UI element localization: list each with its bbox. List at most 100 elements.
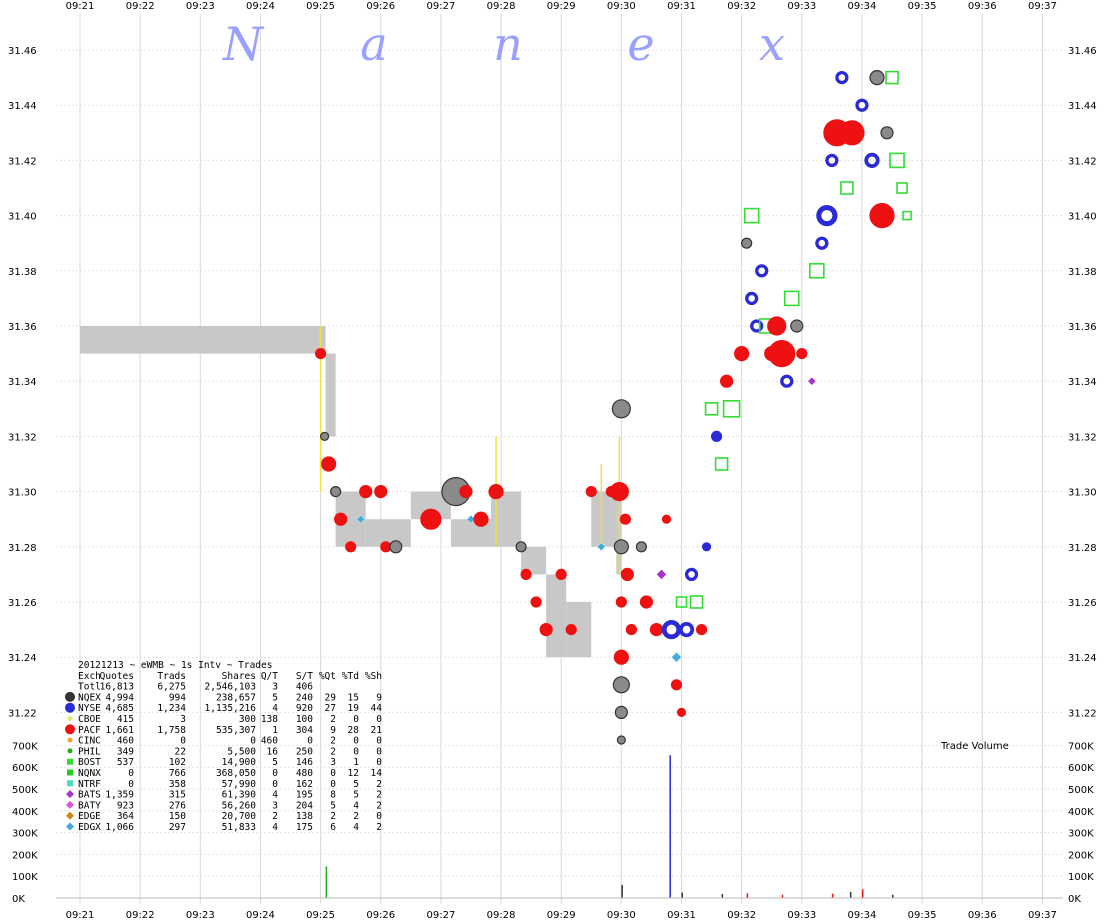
trade-marker-bost bbox=[783, 290, 800, 307]
trade-marker-pacf bbox=[695, 623, 708, 636]
vol-tick-left-300K: 300K bbox=[12, 829, 38, 840]
summary-cell-pacf-4: 1 bbox=[272, 725, 278, 736]
summary-cell-pacf-3: 535,307 bbox=[216, 725, 256, 736]
y-tick-left-31.42: 31.42 bbox=[8, 156, 37, 167]
trade-marker-pacf bbox=[767, 316, 787, 336]
y-tick-right-31.22: 31.22 bbox=[1068, 708, 1097, 719]
axes: 09:21 09:21 09:22 09:22 09:23 09:23 09:24 09:24… bbox=[8, 1, 1097, 921]
x-tick-bottom-09:29: 09:29 bbox=[547, 910, 576, 921]
y-tick-left-31.30: 31.30 bbox=[8, 488, 37, 499]
trade-marker-nyse-inner bbox=[753, 322, 760, 330]
y-tick-left-31.26: 31.26 bbox=[8, 598, 37, 609]
trade-marker-pacf bbox=[539, 622, 553, 637]
vol-tick-left-400K: 400K bbox=[12, 807, 38, 818]
grid bbox=[56, 14, 1063, 904]
summary-cell-nqex-2: 994 bbox=[169, 692, 186, 703]
x-tick-top-09:36: 09:36 bbox=[968, 1, 997, 12]
summary-cell-nyse-0: NYSE bbox=[78, 703, 101, 714]
summary-cell-nqnx-2: 766 bbox=[169, 768, 186, 779]
summary-cell-pacf-0: PACF bbox=[78, 725, 101, 736]
summary-cell-ntrf-5: 162 bbox=[296, 779, 313, 790]
trade-marker-nyse-inner bbox=[821, 210, 833, 222]
trade-marker-pacf bbox=[676, 707, 687, 718]
x-tick-bottom-09:33: 09:33 bbox=[787, 910, 816, 921]
summary-cell-cinc-0: CINC bbox=[78, 736, 101, 747]
x-tick-top-09:29: 09:29 bbox=[547, 1, 576, 12]
trade-marker-bats bbox=[807, 376, 817, 386]
trade-marker-nqex bbox=[869, 69, 885, 86]
y-tick-left-31.40: 31.40 bbox=[8, 212, 37, 223]
trade-marker-pacf bbox=[615, 596, 627, 608]
x-tick-top-09:22: 09:22 bbox=[126, 1, 155, 12]
summary-header-shares: Shares bbox=[222, 671, 256, 682]
summary-cell-phil-7: 0 bbox=[353, 746, 359, 757]
x-tick-top-09:31: 09:31 bbox=[667, 1, 696, 12]
watermark-letter-0: N bbox=[222, 17, 265, 71]
summary-cell-cinc-3: 0 bbox=[250, 736, 256, 747]
x-tick-top-09:35: 09:35 bbox=[908, 1, 937, 12]
trade-marker-nqex bbox=[330, 486, 342, 498]
summary-cell-cboe-2: 3 bbox=[180, 714, 186, 725]
vol-tick-right-700K: 700K bbox=[1068, 741, 1094, 752]
trade-marker-bost bbox=[840, 181, 854, 195]
y-tick-left-31.34: 31.34 bbox=[8, 377, 37, 388]
summary-cell-ntrf-6: 0 bbox=[330, 779, 336, 790]
summary-marker-phil bbox=[67, 748, 73, 754]
trade-marker-nqex bbox=[515, 541, 527, 553]
summary-cell-phil-2: 22 bbox=[175, 746, 186, 757]
summary-title: 20121213 ~ eWMB ~ 1s Intv ~ Trades bbox=[78, 660, 272, 671]
trade-marker-pacf bbox=[565, 623, 577, 636]
trade-marker-edgx bbox=[596, 542, 606, 552]
summary-cell-phil-0: PHIL bbox=[78, 746, 101, 757]
volume-bar-nyse bbox=[669, 755, 671, 898]
summary-cell-cboe-8: 0 bbox=[376, 714, 382, 725]
volume-bar-nqex bbox=[621, 884, 623, 898]
trade-marker-nyse-inner bbox=[858, 101, 866, 109]
trade-marker-pacf bbox=[585, 486, 597, 498]
x-tick-bottom-09:30: 09:30 bbox=[607, 910, 636, 921]
y-tick-left-31.22: 31.22 bbox=[8, 708, 37, 719]
volume-label: Trade Volume bbox=[940, 741, 1009, 752]
trade-marker-nyse-inner bbox=[868, 156, 876, 165]
volume-bar-pacf bbox=[781, 894, 784, 898]
summary-marker-bost bbox=[67, 758, 73, 765]
y-tick-right-31.40: 31.40 bbox=[1068, 212, 1097, 223]
trade-marker-nyse-inner bbox=[783, 377, 791, 385]
summary-cell-bost-0: BOST bbox=[78, 757, 101, 768]
vol-tick-right-200K: 200K bbox=[1068, 850, 1094, 861]
y-tick-left-31.44: 31.44 bbox=[8, 101, 37, 112]
volume-bars bbox=[56, 755, 1063, 899]
trade-marker-pacf bbox=[609, 482, 629, 502]
summary-cell-bats-3: 61,390 bbox=[222, 790, 257, 801]
summary-marker-cinc bbox=[67, 737, 73, 743]
quote-band-segment bbox=[546, 574, 567, 658]
y-tick-left-31.38: 31.38 bbox=[8, 267, 37, 278]
x-tick-top-09:28: 09:28 bbox=[487, 1, 516, 12]
y-tick-right-31.38: 31.38 bbox=[1068, 267, 1097, 278]
summary-cell-phil-3: 5,500 bbox=[227, 746, 256, 757]
trade-marker-pacf bbox=[359, 485, 373, 499]
x-tick-top-09:37: 09:37 bbox=[1028, 1, 1057, 12]
y-tick-right-31.30: 31.30 bbox=[1068, 488, 1097, 499]
trade-marker-nyse-inner bbox=[682, 625, 691, 634]
summary-header-quotes: Quotes bbox=[100, 671, 134, 682]
summary-cell-totl-0: Totl bbox=[78, 682, 101, 693]
y-tick-left-31.32: 31.32 bbox=[8, 432, 37, 443]
vol-tick-right-400K: 400K bbox=[1068, 807, 1094, 818]
x-tick-bottom-09:36: 09:36 bbox=[968, 910, 997, 921]
summary-cell-nqex-0: NQEX bbox=[78, 692, 101, 703]
trade-marker-pacf bbox=[670, 679, 683, 691]
trade-marker-pacf bbox=[720, 374, 734, 388]
summary-cell-ntrf-2: 358 bbox=[169, 779, 186, 790]
quote-band-segment bbox=[80, 326, 320, 354]
trade-marker-bost bbox=[889, 152, 905, 169]
summary-cell-bats-2: 315 bbox=[169, 790, 186, 801]
summary-cell-phil-4: 16 bbox=[267, 746, 279, 757]
summary-cell-nqnx-7: 12 bbox=[348, 768, 359, 779]
trade-marker-nyse bbox=[701, 542, 712, 552]
y-tick-right-31.28: 31.28 bbox=[1068, 543, 1097, 554]
summary-cell-bats-7: 5 bbox=[353, 790, 359, 801]
quote-band-segment bbox=[325, 353, 336, 437]
summary-marker-nyse bbox=[65, 702, 75, 713]
summary-cell-baty-3: 56,260 bbox=[222, 800, 257, 811]
